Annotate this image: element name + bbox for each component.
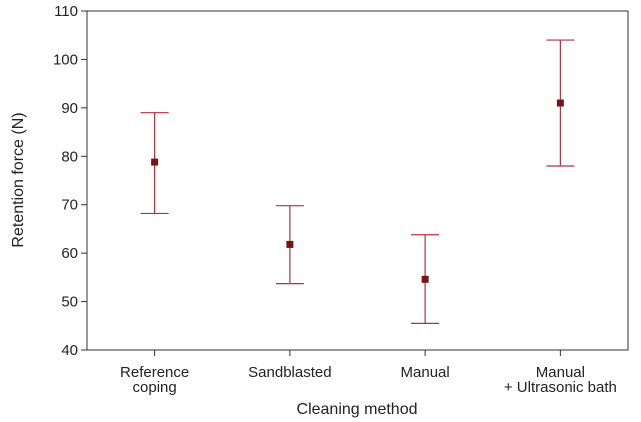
error-bar-group	[546, 39, 575, 167]
y-tick-label: 60	[61, 245, 78, 262]
y-axis: 40 50 60 70 80 90 100 110	[53, 3, 87, 359]
x-tick-label: Manual + Ultrasonic bath	[504, 364, 617, 396]
plot-frame	[86, 10, 629, 351]
error-bar-group	[140, 112, 169, 215]
x-axis: Reference coping Sandblasted Manual Manual + …	[120, 350, 617, 396]
y-tick-label: 80	[61, 148, 78, 165]
x-tick-label: Reference coping	[120, 364, 189, 396]
y-tick-label: 100	[53, 51, 78, 68]
mean-point	[556, 99, 564, 107]
data-marks	[140, 39, 575, 324]
y-tick-label: 40	[61, 342, 78, 359]
x-tick-label: Manual	[401, 364, 450, 381]
error-bar-group	[275, 205, 304, 285]
y-tick-label: 70	[61, 197, 78, 214]
x-axis-title: Cleaning method	[297, 401, 418, 418]
mean-point	[421, 275, 429, 283]
mean-point	[286, 240, 294, 248]
y-tick-label: 110	[54, 3, 78, 20]
x-tick-label: Sandblasted	[248, 364, 331, 381]
error-bar-group	[411, 234, 440, 324]
mean-point	[151, 158, 159, 166]
y-tick-label: 90	[61, 100, 78, 117]
y-tick-label: 50	[61, 294, 78, 311]
y-axis-title: Retention force (N)	[10, 112, 27, 247]
